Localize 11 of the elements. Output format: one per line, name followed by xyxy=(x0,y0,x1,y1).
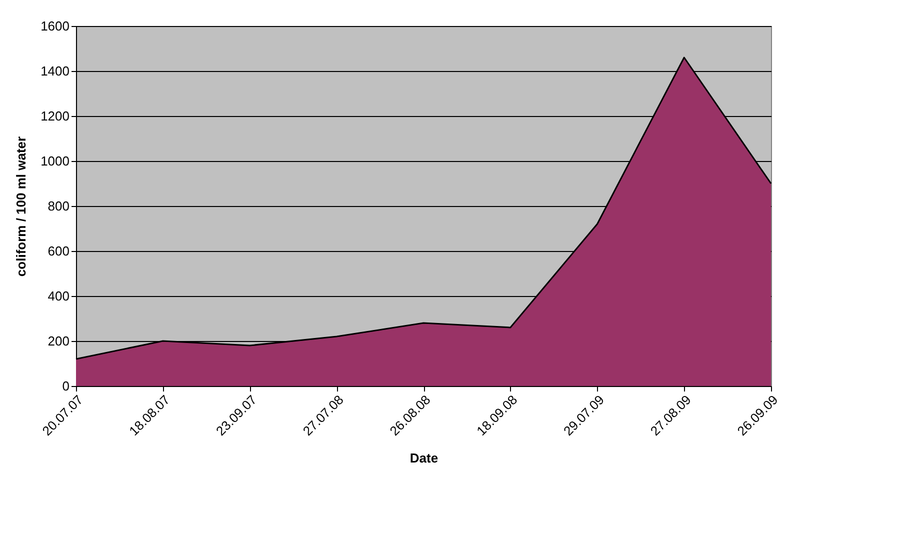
y-tick-label: 1200 xyxy=(40,108,70,124)
y-tick-label: 600 xyxy=(48,244,70,258)
y-axis-title: coliform / 100 ml water xyxy=(14,136,29,277)
x-axis-title: Date xyxy=(410,450,438,466)
y-tick-label: 200 xyxy=(48,334,70,348)
y-tick-label: 1400 xyxy=(40,64,70,78)
y-tick-label: 800 xyxy=(48,198,70,214)
y-tick-label: 1000 xyxy=(40,154,70,168)
y-tick-label: 400 xyxy=(48,288,70,304)
y-tick-label: 0 xyxy=(62,378,70,394)
y-tick-label: 1600 xyxy=(40,18,70,34)
